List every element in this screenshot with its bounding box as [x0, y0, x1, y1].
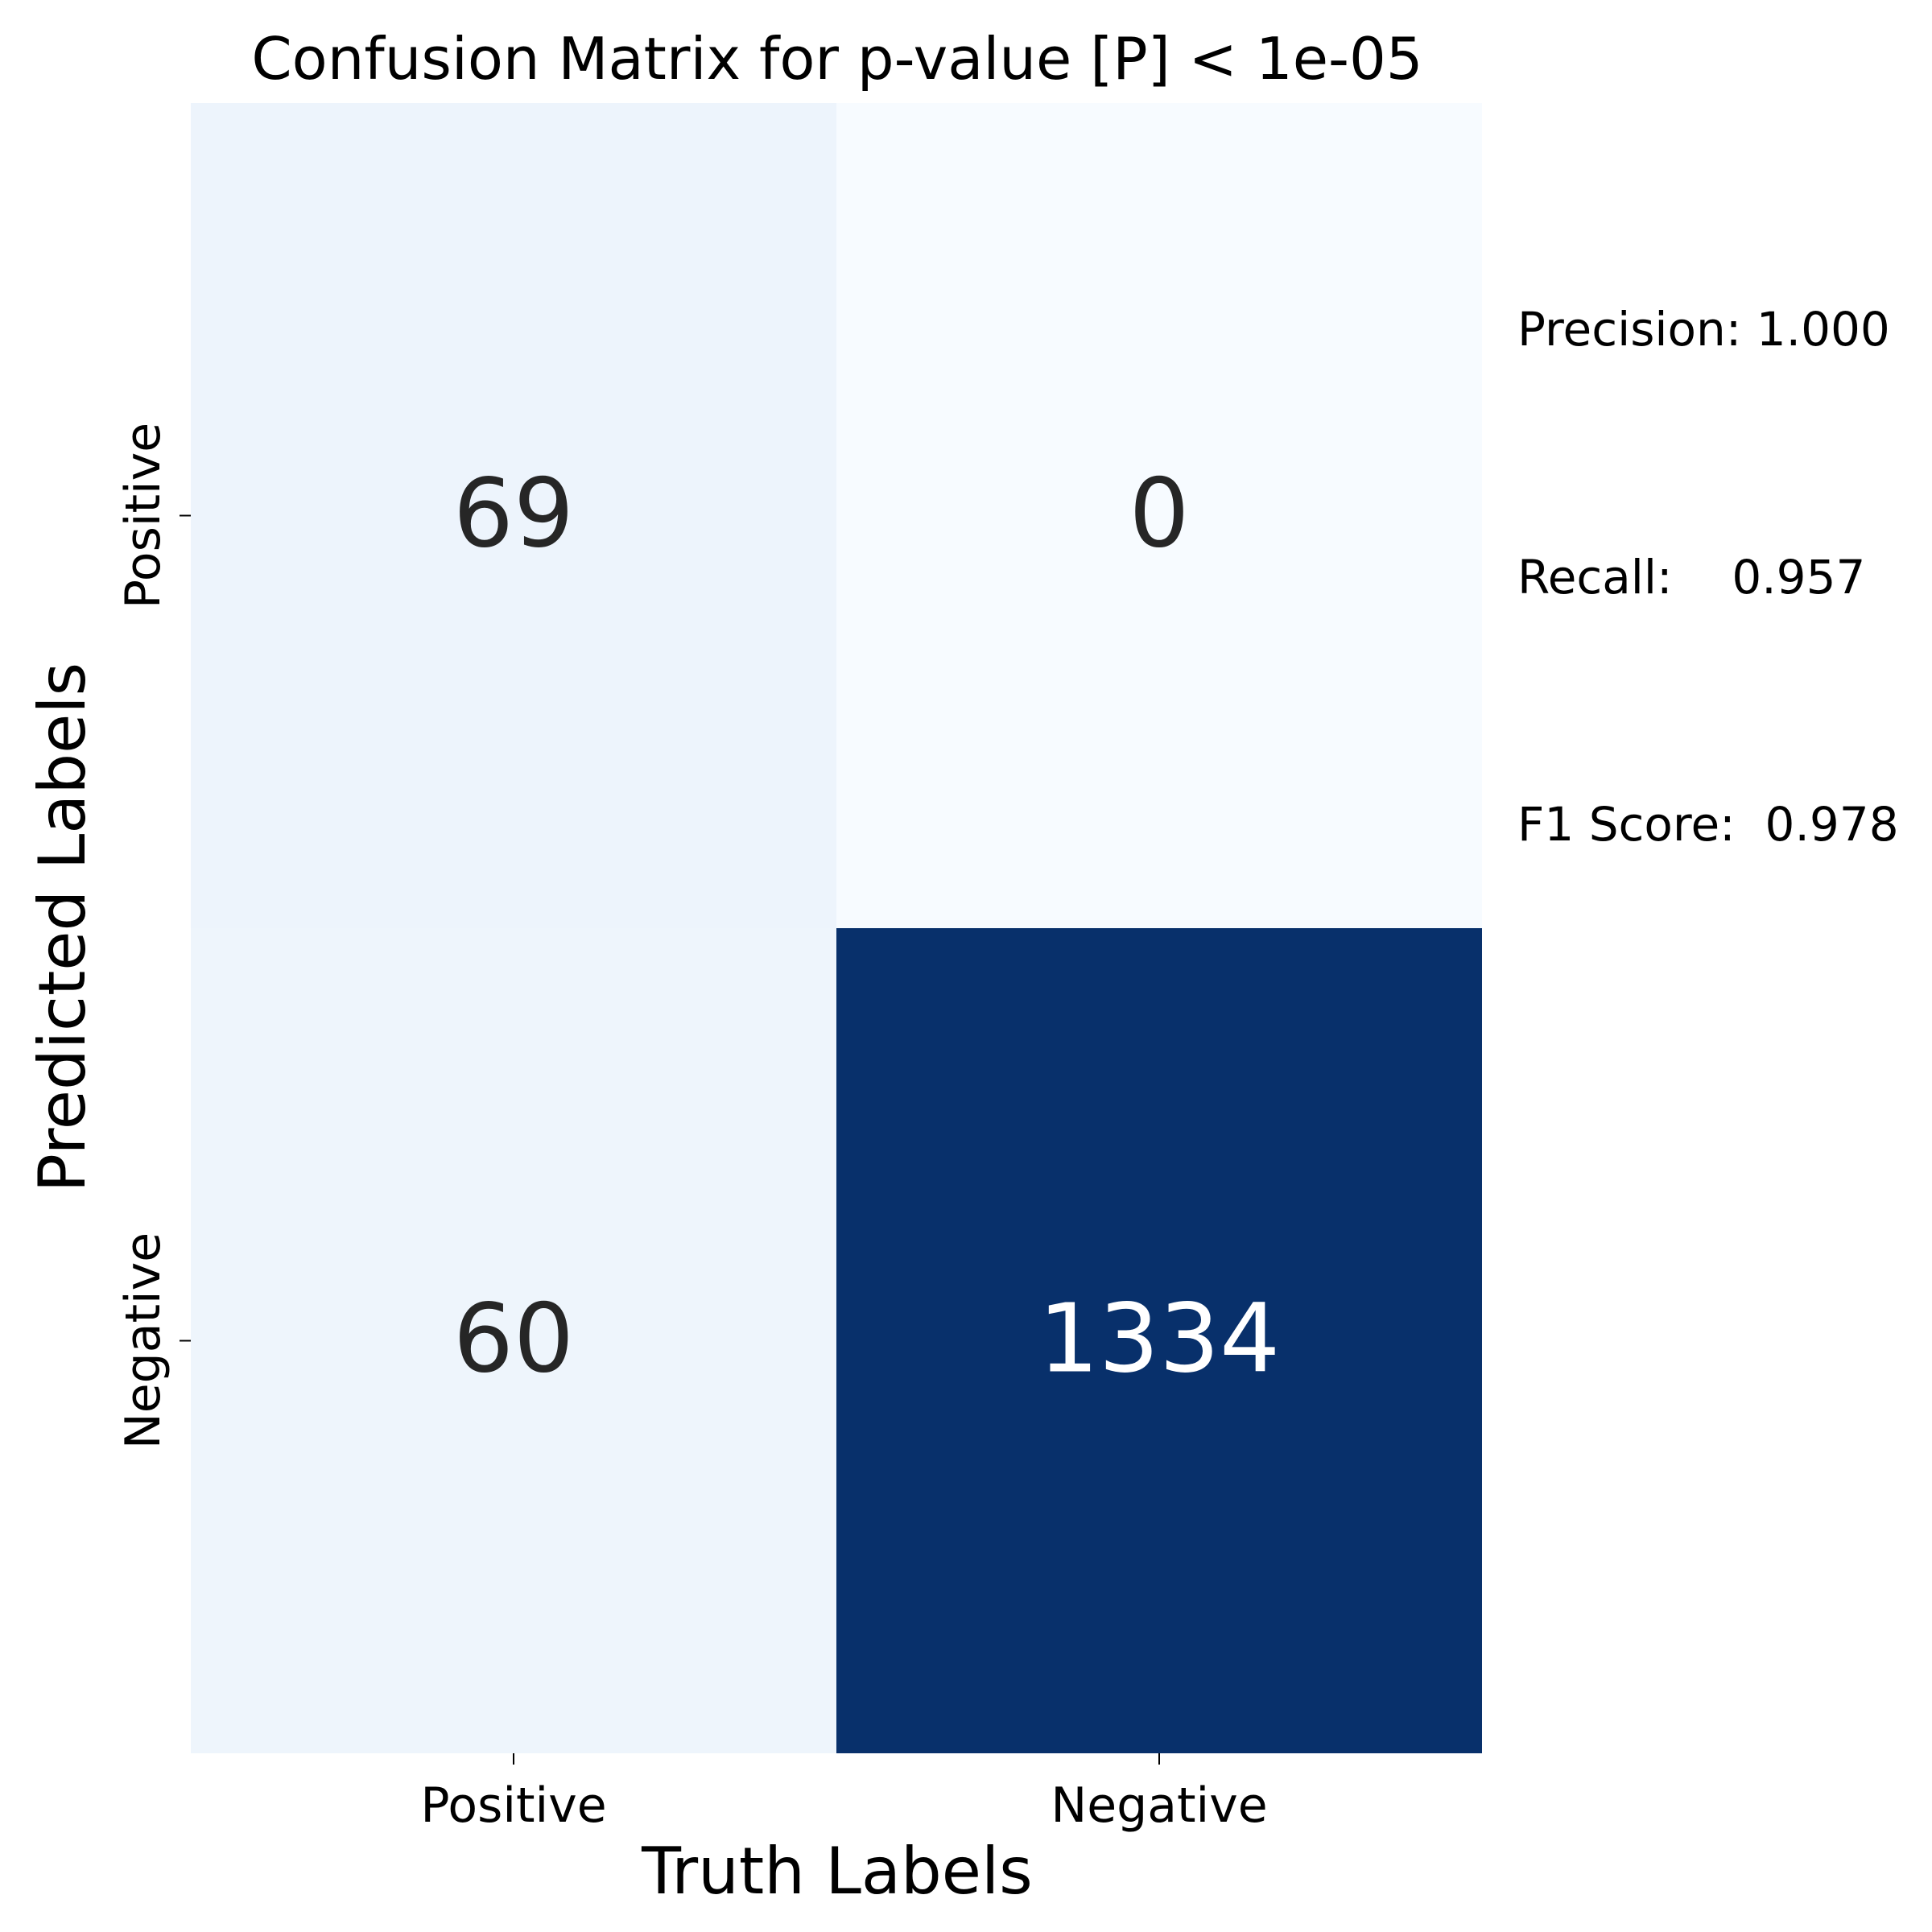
- heatmap-cells: [191, 103, 1482, 1753]
- f1-score-text: F1 Score: 0.978: [1517, 797, 1899, 852]
- x-tick-label: Positive: [420, 1777, 606, 1834]
- metrics-panel: Precision: 1.000 Recall: 0.957 F1 Score:…: [1517, 0, 1920, 886]
- x-axis-ticks: Positive Negative: [420, 1753, 1268, 1834]
- y-axis-label: Predicted Labels: [25, 663, 100, 1192]
- heatmap-cell: [191, 928, 836, 1753]
- y-axis-ticks: Positive Negative: [115, 423, 191, 1449]
- x-tick-label: Negative: [1051, 1777, 1267, 1834]
- cell-value-label: 60: [453, 1283, 574, 1394]
- y-tick-label: Negative: [115, 1232, 171, 1449]
- chart-title: Confusion Matrix for p-value [P] < 1e-05: [251, 25, 1422, 93]
- x-axis-label: Truth Labels: [641, 1834, 1033, 1909]
- cell-annotations: 69 0 60 1334: [453, 458, 1280, 1394]
- precision-text: Precision: 1.000: [1517, 302, 1890, 357]
- cell-value-label: 1334: [1038, 1283, 1280, 1394]
- recall-text: Recall: 0.957: [1517, 550, 1866, 605]
- heatmap-cell: [836, 928, 1482, 1753]
- cell-value-label: 0: [1129, 458, 1189, 569]
- heatmap-cell: [836, 103, 1482, 928]
- y-tick-label: Positive: [115, 423, 171, 609]
- heatmap-cell: [191, 103, 836, 928]
- cell-value-label: 69: [453, 458, 574, 569]
